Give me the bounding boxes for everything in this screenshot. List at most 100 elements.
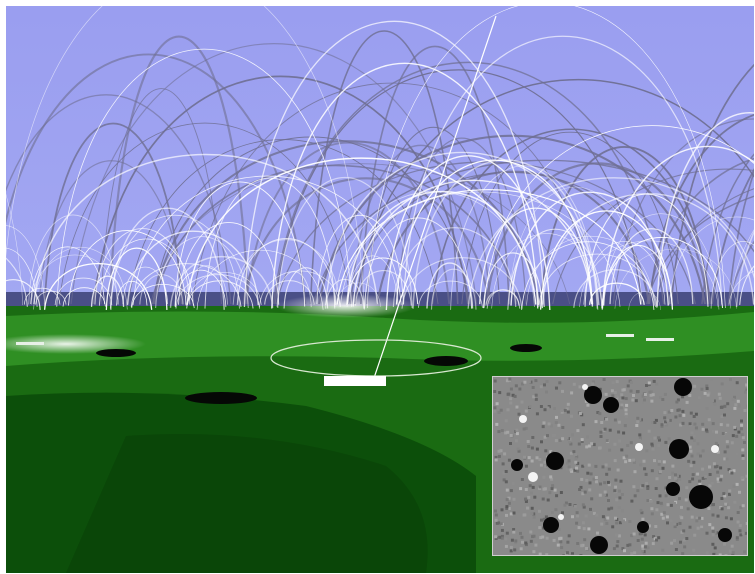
noise-pixel: [576, 461, 580, 465]
noise-pixel: [624, 415, 628, 419]
noise-pixel: [596, 411, 600, 414]
noise-pixel: [603, 493, 607, 497]
noise-pixel: [745, 522, 747, 525]
noise-pixel: [644, 472, 648, 476]
noise-pixel: [521, 382, 524, 386]
noise-pixel: [607, 483, 611, 487]
noise-pixel: [738, 524, 742, 528]
noise-pixel: [627, 547, 631, 550]
noise-pixel: [594, 420, 598, 424]
dark-polarity-spot: [689, 485, 713, 509]
dark-spot: [96, 349, 136, 357]
noise-pixel: [554, 439, 558, 443]
noise-pixel: [598, 493, 602, 497]
noise-pixel: [707, 507, 711, 510]
noise-pixel: [534, 543, 538, 547]
noise-pixel: [678, 414, 682, 418]
noise-pixel: [641, 400, 645, 404]
noise-pixel: [561, 389, 564, 393]
field-line-bright: [62, 287, 106, 307]
noise-pixel: [727, 468, 731, 472]
noise-pixel: [615, 521, 619, 525]
noise-pixel: [576, 542, 580, 545]
noise-pixel: [604, 463, 608, 467]
noise-pixel: [578, 385, 582, 389]
noise-pixel: [729, 517, 733, 521]
noise-pixel: [497, 411, 501, 414]
field-line-bright: [728, 270, 754, 306]
noise-pixel: [535, 456, 539, 460]
noise-pixel: [610, 506, 614, 510]
noise-pixel: [739, 533, 743, 537]
field-line-bright: [30, 254, 120, 305]
noise-pixel: [554, 508, 558, 512]
noise-pixel: [699, 454, 702, 458]
noise-pixel: [515, 405, 519, 409]
noise-pixel: [715, 531, 719, 535]
noise-pixel: [561, 426, 565, 429]
noise-pixel: [663, 392, 667, 396]
noise-pixel: [592, 443, 596, 447]
noise-pixel: [583, 538, 587, 542]
noise-pixel: [517, 449, 521, 453]
noise-pixel: [658, 460, 661, 464]
noise-pixel: [664, 420, 667, 424]
magnetogram-inset: [492, 376, 748, 556]
noise-pixel: [542, 421, 546, 425]
noise-pixel: [513, 548, 517, 552]
noise-pixel: [560, 409, 564, 413]
noise-pixel: [736, 511, 740, 514]
noise-pixel: [619, 406, 623, 410]
noise-pixel: [733, 500, 737, 504]
noise-pixel: [712, 552, 716, 555]
noise-pixel: [745, 452, 747, 456]
noise-pixel: [531, 436, 535, 439]
surface-shadow-deep: [66, 434, 428, 573]
noise-pixel: [622, 388, 626, 392]
noise-pixel: [657, 436, 661, 440]
noise-pixel: [665, 555, 668, 556]
noise-pixel: [740, 419, 743, 423]
noise-pixel: [673, 502, 676, 505]
noise-pixel: [524, 541, 528, 545]
field-line-bright: [6, 279, 41, 310]
noise-pixel: [660, 512, 664, 516]
noise-pixel: [539, 385, 543, 389]
noise-pixel: [747, 478, 748, 481]
noise-pixel: [720, 507, 724, 511]
noise-pixel: [636, 390, 640, 393]
noise-pixel: [577, 526, 581, 530]
noise-pixel: [645, 384, 648, 387]
noise-pixel: [557, 423, 561, 427]
noise-pixel: [716, 477, 720, 481]
noise-pixel: [720, 405, 724, 409]
noise-pixel: [566, 467, 570, 471]
noise-pixel: [520, 400, 524, 404]
noise-pixel: [626, 444, 630, 447]
noise-pixel: [538, 526, 542, 530]
noise-pixel: [563, 503, 567, 507]
solar-field-scene: [6, 6, 754, 573]
noise-pixel: [632, 485, 636, 489]
noise-pixel: [679, 423, 683, 427]
noise-pixel: [661, 516, 665, 520]
noise-pixel: [642, 550, 646, 554]
noise-pixel: [661, 398, 665, 401]
noise-pixel: [743, 550, 746, 554]
dark-polarity-spot: [666, 482, 680, 496]
noise-pixel: [689, 464, 693, 468]
noise-pixel: [553, 407, 557, 410]
noise-pixel: [746, 534, 747, 538]
field-line-bright: [656, 112, 754, 307]
noise-pixel: [724, 554, 728, 555]
noise-pixel: [723, 404, 727, 408]
noise-pixel: [532, 534, 536, 538]
noise-pixel: [726, 402, 730, 406]
noise-pixel: [633, 494, 637, 498]
noise-pixel: [667, 437, 671, 441]
noise-pixel: [512, 497, 516, 501]
noise-pixel: [737, 430, 741, 434]
noise-pixel: [708, 484, 712, 488]
noise-pixel: [558, 381, 562, 385]
field-line-bright: [110, 207, 225, 310]
